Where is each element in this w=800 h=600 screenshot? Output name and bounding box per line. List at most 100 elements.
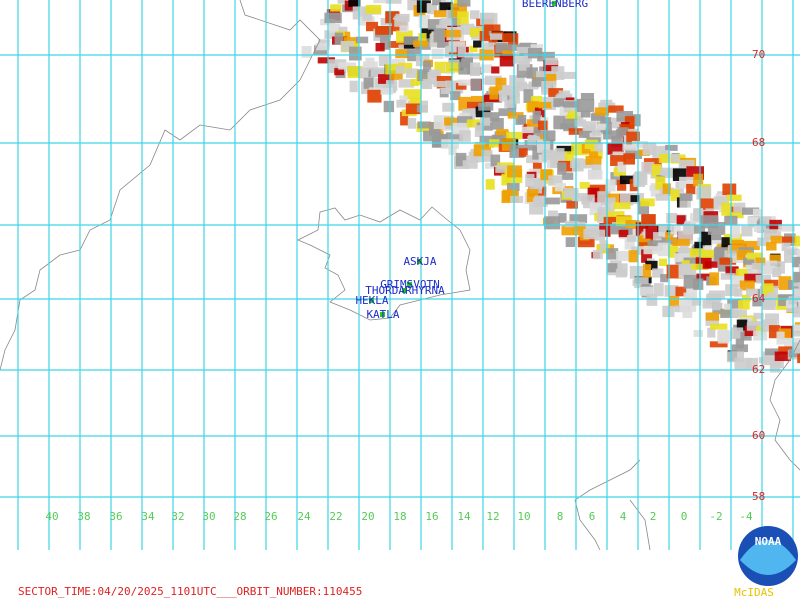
swath-pixel xyxy=(761,283,774,296)
swath-pixel xyxy=(523,89,534,103)
swath-pixel xyxy=(469,10,480,20)
swath-pixel xyxy=(543,130,556,142)
swath-pixel xyxy=(495,165,511,173)
swath-pixel xyxy=(778,224,796,232)
place-label: HEKLA xyxy=(355,294,388,307)
swath-pixel xyxy=(427,19,443,30)
footer: SECTOR_TIME:04/20/2025_1101UTC___ORBIT_N… xyxy=(18,585,362,598)
swath-pixel xyxy=(618,229,629,238)
swath-pixel xyxy=(739,280,755,291)
swath-pixel xyxy=(483,42,496,50)
place-label: ASKJA xyxy=(403,255,436,268)
swath-pixel xyxy=(397,62,413,74)
swath-pixel xyxy=(634,277,649,289)
swath-pixel xyxy=(781,236,797,243)
swath-pixel xyxy=(579,181,590,189)
swath-pixel xyxy=(584,139,599,150)
swath-pixel xyxy=(462,160,478,169)
swath-pixel xyxy=(495,42,508,53)
swath-pixel xyxy=(587,187,600,201)
swath-pixel xyxy=(370,67,386,77)
swath-pixel xyxy=(651,164,662,178)
swath-pixel xyxy=(682,223,695,235)
swath-pixel xyxy=(742,240,760,251)
swath-pixel xyxy=(545,57,558,65)
lat-label: 62 xyxy=(752,363,765,376)
swath-pixel xyxy=(726,211,744,219)
swath-pixel xyxy=(717,259,732,272)
swath-pixel xyxy=(478,102,494,111)
swath-pixel xyxy=(606,142,624,155)
swath-pixel xyxy=(708,290,725,299)
swath-pixel xyxy=(510,195,524,204)
swath-pixel xyxy=(521,126,535,134)
swath-pixel xyxy=(661,237,679,245)
swath-pixel xyxy=(743,257,755,265)
swath-pixel xyxy=(719,257,737,265)
swath-pixel xyxy=(445,62,461,73)
swath-pixel xyxy=(691,298,702,306)
swath-pixel xyxy=(568,110,578,119)
swath-pixel xyxy=(379,36,391,50)
swath-pixel xyxy=(735,338,745,349)
swath-pixel xyxy=(792,325,800,337)
swath-pixel xyxy=(693,208,704,222)
swath-pixel xyxy=(566,201,578,209)
swath-pixel xyxy=(444,29,462,38)
logo-text: NOAA xyxy=(755,535,782,548)
swath-pixel xyxy=(793,306,800,318)
swath-pixel xyxy=(496,129,509,136)
swath-pixel xyxy=(583,228,598,240)
swath-pixel xyxy=(398,79,415,88)
swath-pixel xyxy=(798,264,800,274)
norway-coast xyxy=(769,339,800,471)
swath-pixel xyxy=(396,99,406,108)
swath-pixel xyxy=(793,324,800,331)
lon-label: 10 xyxy=(517,510,530,523)
swath-pixel xyxy=(573,226,587,236)
swath-pixel xyxy=(362,9,373,21)
swath-pixel xyxy=(554,183,566,192)
swath-pixel xyxy=(517,114,527,125)
swath-pixel xyxy=(349,46,362,61)
swath-pixel xyxy=(679,193,693,201)
swath-pixel xyxy=(533,178,543,189)
swath-pixel xyxy=(315,43,330,51)
swath-pixel xyxy=(695,257,712,269)
swath-pixel xyxy=(516,46,530,54)
swath-pixel xyxy=(394,15,409,27)
swath-pixel xyxy=(491,66,500,74)
swath-pixel xyxy=(679,176,695,189)
place-label: KATLA xyxy=(366,308,399,321)
swath-pixel xyxy=(696,273,710,281)
swath-pixel xyxy=(506,183,520,191)
swath-pixel xyxy=(445,45,463,53)
swath-pixel xyxy=(709,272,720,286)
swath-pixel xyxy=(481,150,493,162)
swath-pixel xyxy=(753,224,764,232)
lon-label: 0 xyxy=(681,510,688,523)
swath-pixel xyxy=(466,101,485,109)
swath-pixel xyxy=(653,283,664,297)
swath-pixel xyxy=(798,282,800,290)
swath-pixel xyxy=(544,197,560,205)
swath-pixel xyxy=(788,296,800,305)
swath-pixel xyxy=(509,75,525,85)
swath-pixel xyxy=(457,11,469,26)
swath-pixel xyxy=(658,154,669,163)
swath-pixel xyxy=(658,223,672,231)
swath-pixel xyxy=(776,331,785,345)
swath-pixel xyxy=(598,206,611,216)
swath-pixel xyxy=(445,132,464,142)
swath-pixel xyxy=(617,161,627,173)
swath-pixel xyxy=(419,100,429,113)
swath-pixel xyxy=(606,248,619,260)
swath-pixel xyxy=(405,68,418,78)
swath-pixel xyxy=(769,254,781,264)
swath-pixel xyxy=(589,132,603,142)
swath-pixel xyxy=(470,78,482,91)
swath-pixel xyxy=(746,357,759,370)
swath-pixel xyxy=(324,12,342,24)
swath-pixel xyxy=(442,102,455,112)
swath-pixel xyxy=(501,173,511,186)
